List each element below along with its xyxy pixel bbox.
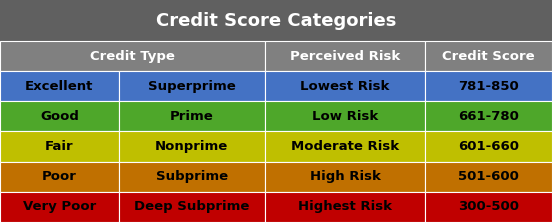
Text: Low Risk: Low Risk [312, 110, 378, 123]
Text: 661-780: 661-780 [458, 110, 519, 123]
Bar [0, 131, 119, 162]
Bar [425, 131, 552, 162]
Text: Good: Good [40, 110, 79, 123]
Text: 601-660: 601-660 [458, 140, 519, 153]
Text: 781-850: 781-850 [458, 80, 519, 93]
Bar [0, 41, 265, 71]
Bar [265, 131, 425, 162]
Bar [265, 101, 425, 131]
Text: Superprime: Superprime [148, 80, 236, 93]
Bar [119, 192, 265, 222]
Bar [425, 162, 552, 192]
Text: Credit Score Categories: Credit Score Categories [156, 12, 396, 30]
Bar [425, 101, 552, 131]
Text: Moderate Risk: Moderate Risk [291, 140, 399, 153]
Text: 300-500: 300-500 [458, 200, 519, 213]
Bar [425, 41, 552, 71]
Bar [0, 0, 552, 41]
Bar [0, 162, 119, 192]
Text: Nonprime: Nonprime [155, 140, 229, 153]
Bar [119, 131, 265, 162]
Text: Excellent: Excellent [25, 80, 93, 93]
Text: Credit Type: Credit Type [90, 50, 175, 63]
Bar [265, 41, 425, 71]
Bar [425, 71, 552, 101]
Text: High Risk: High Risk [310, 170, 380, 183]
Bar [0, 71, 119, 101]
Text: Lowest Risk: Lowest Risk [300, 80, 390, 93]
Bar [265, 192, 425, 222]
Text: Subprime: Subprime [156, 170, 228, 183]
Bar [0, 101, 119, 131]
Bar [425, 192, 552, 222]
Bar [0, 192, 119, 222]
Bar [265, 162, 425, 192]
Text: Credit Score: Credit Score [442, 50, 535, 63]
Bar [119, 71, 265, 101]
Text: Deep Subprime: Deep Subprime [134, 200, 250, 213]
Bar [265, 71, 425, 101]
Text: 501-600: 501-600 [458, 170, 519, 183]
Text: Highest Risk: Highest Risk [298, 200, 392, 213]
Text: Very Poor: Very Poor [23, 200, 96, 213]
Bar [119, 101, 265, 131]
Text: Fair: Fair [45, 140, 73, 153]
Text: Poor: Poor [42, 170, 77, 183]
Bar [119, 162, 265, 192]
Text: Perceived Risk: Perceived Risk [290, 50, 400, 63]
Text: Prime: Prime [170, 110, 214, 123]
